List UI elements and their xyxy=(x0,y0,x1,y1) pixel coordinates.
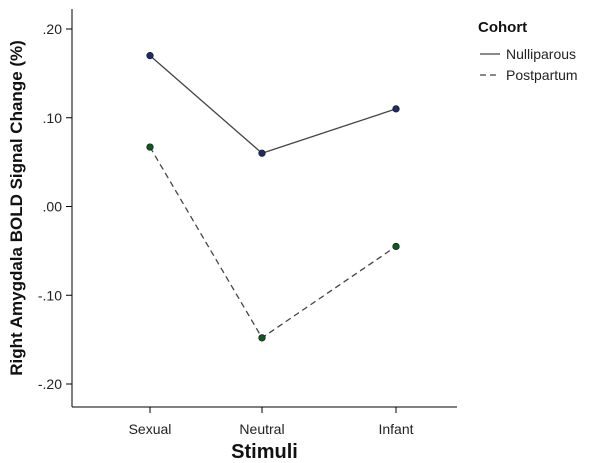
legend-title: Cohort xyxy=(478,19,527,36)
data-point-postpartum-sexual xyxy=(146,143,154,151)
plot-area: .20 .10 .00 -.10 -.20 Sexual Neutral Infant xyxy=(38,9,457,437)
data-point-nulliparous-sexual xyxy=(146,52,154,60)
y-axis-title: Right Amygdala BOLD Signal Change (%) xyxy=(7,40,26,376)
data-point-nulliparous-neutral xyxy=(258,149,266,157)
x-axis-ticks: Sexual Neutral Infant xyxy=(129,407,414,437)
series-line-nulliparous xyxy=(149,55,397,154)
data-point-postpartum-infant xyxy=(392,242,400,251)
data-point-nulliparous-infant xyxy=(392,105,400,113)
x-axis-title: Stimuli xyxy=(231,441,298,463)
legend: Cohort Nulliparous Postpartum xyxy=(478,19,578,83)
x-tick-label: Sexual xyxy=(129,421,172,437)
data-point-postpartum-neutral xyxy=(258,334,266,342)
x-tick-label: Neutral xyxy=(239,421,284,437)
y-tick-label: -.10 xyxy=(38,287,62,303)
y-tick-label: .20 xyxy=(43,21,63,37)
series-layer xyxy=(146,52,400,342)
series-line-postpartum xyxy=(149,146,397,339)
legend-label-nulliparous: Nulliparous xyxy=(506,46,576,62)
x-tick-label: Infant xyxy=(378,421,413,437)
y-axis-ticks: .20 .10 .00 -.10 -.20 xyxy=(38,21,72,392)
y-tick-label: -.20 xyxy=(38,376,62,392)
y-tick-label: .00 xyxy=(43,199,63,215)
y-tick-label: .10 xyxy=(43,110,63,126)
legend-label-postpartum: Postpartum xyxy=(506,67,578,83)
